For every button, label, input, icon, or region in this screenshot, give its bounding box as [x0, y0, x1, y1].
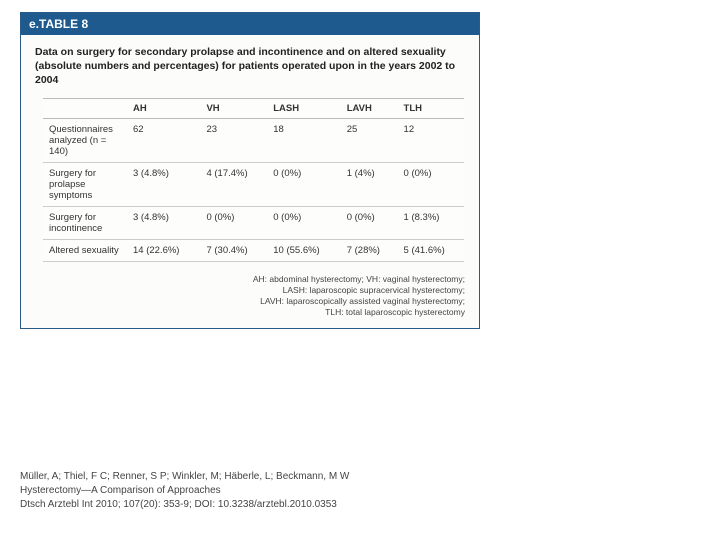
cell: 18: [267, 118, 340, 162]
cell: 0 (0%): [200, 206, 267, 239]
cell: 7 (30.4%): [200, 239, 267, 261]
table-panel: e.TABLE 8 Data on surgery for secondary …: [20, 12, 480, 329]
citation-block: Müller, A; Thiel, F C; Renner, S P; Wink…: [20, 470, 349, 512]
cell: 12: [398, 118, 465, 162]
row-label: Questionnaires analyzed (n = 140): [43, 118, 127, 162]
col-vh: VH: [200, 98, 267, 118]
col-lavh: LAVH: [341, 98, 398, 118]
cell: 1 (8.3%): [398, 206, 465, 239]
panel-header: e.TABLE 8: [21, 13, 479, 35]
table-footnote: AH: abdominal hysterectomy; VH: vaginal …: [21, 270, 479, 328]
table-row: Questionnaires analyzed (n = 140) 62 23 …: [43, 118, 464, 162]
data-table: AH VH LASH LAVH TLH Questionnaires analy…: [43, 98, 464, 262]
row-label: Surgery for prolapse symptoms: [43, 162, 127, 206]
cell: 3 (4.8%): [127, 206, 200, 239]
cell: 0 (0%): [398, 162, 465, 206]
cell: 0 (0%): [341, 206, 398, 239]
row-label: Altered sexuality: [43, 239, 127, 261]
cell: 3 (4.8%): [127, 162, 200, 206]
caption-area: Data on surgery for secondary prolapse a…: [21, 35, 479, 94]
citation-authors: Müller, A; Thiel, F C; Renner, S P; Wink…: [20, 470, 349, 484]
table-row: Surgery for incontinence 3 (4.8%) 0 (0%)…: [43, 206, 464, 239]
cell: 14 (22.6%): [127, 239, 200, 261]
cell: 5 (41.6%): [398, 239, 465, 261]
cell: 0 (0%): [267, 206, 340, 239]
cell: 62: [127, 118, 200, 162]
col-tlh: TLH: [398, 98, 465, 118]
citation-title: Hysterectomy—A Comparison of Approaches: [20, 484, 349, 498]
col-blank: [43, 98, 127, 118]
cell: 7 (28%): [341, 239, 398, 261]
footnote-line: LAVH: laparoscopically assisted vaginal …: [35, 296, 465, 307]
footnote-line: AH: abdominal hysterectomy; VH: vaginal …: [35, 274, 465, 285]
footnote-line: TLH: total laparoscopic hysterectomy: [35, 307, 465, 318]
row-label: Surgery for incontinence: [43, 206, 127, 239]
cell: 0 (0%): [267, 162, 340, 206]
cell: 1 (4%): [341, 162, 398, 206]
table-row: Surgery for prolapse symptoms 3 (4.8%) 4…: [43, 162, 464, 206]
table-row: Altered sexuality 14 (22.6%) 7 (30.4%) 1…: [43, 239, 464, 261]
col-lash: LASH: [267, 98, 340, 118]
cell: 25: [341, 118, 398, 162]
footnote-line: LASH: laparoscopic supracervical hystere…: [35, 285, 465, 296]
header-row: AH VH LASH LAVH TLH: [43, 98, 464, 118]
citation-ref: Dtsch Arztebl Int 2010; 107(20): 353-9; …: [20, 498, 349, 512]
table-caption: Data on surgery for secondary prolapse a…: [35, 45, 465, 88]
cell: 10 (55.6%): [267, 239, 340, 261]
cell: 23: [200, 118, 267, 162]
cell: 4 (17.4%): [200, 162, 267, 206]
col-ah: AH: [127, 98, 200, 118]
